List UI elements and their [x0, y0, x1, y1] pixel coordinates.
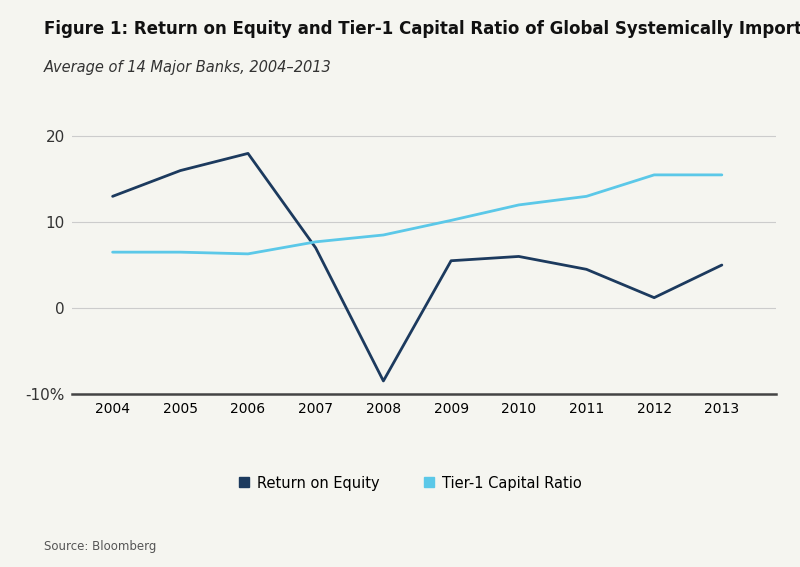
Legend: Return on Equity, Tier-1 Capital Ratio: Return on Equity, Tier-1 Capital Ratio — [232, 470, 588, 497]
Text: Average of 14 Major Banks, 2004–2013: Average of 14 Major Banks, 2004–2013 — [44, 60, 332, 74]
Text: Figure 1: Return on Equity and Tier-1 Capital Ratio of Global Systemically Impor: Figure 1: Return on Equity and Tier-1 Ca… — [44, 20, 800, 38]
Text: Source: Bloomberg: Source: Bloomberg — [44, 540, 156, 553]
